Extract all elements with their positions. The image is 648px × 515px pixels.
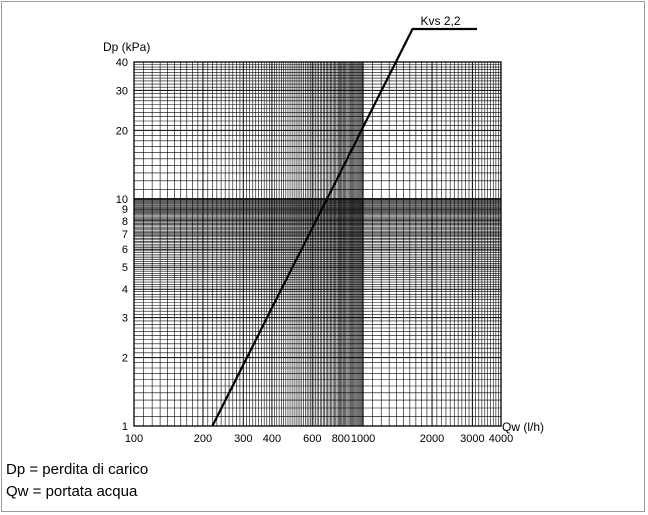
x-tick-label: 100 <box>125 433 143 445</box>
x-tick-label: 2000 <box>420 433 444 445</box>
y-tick-label: 10 <box>116 194 128 206</box>
x-tick-label: 4000 <box>489 433 513 445</box>
y-tick-label: 20 <box>116 125 128 137</box>
y-tick-label: 40 <box>116 57 128 69</box>
x-tick-label: 600 <box>303 433 321 445</box>
x-tick-labels: 100 200 300 400 600 800 1000 2000 3000 4000 <box>125 433 513 445</box>
y-tick-label: 8 <box>122 216 128 228</box>
grid-minor <box>134 62 501 426</box>
y-tick-label: 9 <box>122 204 128 216</box>
y-tick-label: 3 <box>122 313 128 325</box>
x-tick-label: 800 <box>332 433 350 445</box>
x-tick-label: 200 <box>194 433 212 445</box>
y-tick-label: 1 <box>122 421 128 433</box>
series-layer: Kvs 2,2 <box>211 14 477 427</box>
plot-area-border <box>133 61 502 427</box>
y-tick-label: 4 <box>122 284 128 296</box>
series-line <box>211 61 397 427</box>
y-tick-label: 6 <box>122 244 128 256</box>
x-tick-label: 400 <box>263 433 281 445</box>
y-tick-label: 2 <box>122 353 128 365</box>
legend-qw-definition: Qw = portata acqua <box>6 483 138 500</box>
x-tick-label: 3000 <box>460 433 484 445</box>
y-tick-label: 7 <box>122 229 128 241</box>
series-label: Kvs 2,2 <box>421 14 461 28</box>
x-tick-label: 1000 <box>351 433 375 445</box>
x-tick-label: 300 <box>234 433 252 445</box>
y-axis-label: Dp (kPa) <box>103 40 150 54</box>
x-axis-label: Qw (l/h) <box>502 420 544 434</box>
y-tick-label: 5 <box>122 262 128 274</box>
pressure-drop-chart: 100 200 300 400 600 800 1000 2000 3000 4000 1 2 3 4 5… <box>103 14 544 445</box>
series-leader-line <box>394 27 477 63</box>
y-tick-label: 30 <box>116 85 128 97</box>
legend-dp-definition: Dp = perdita di carico <box>6 461 149 478</box>
